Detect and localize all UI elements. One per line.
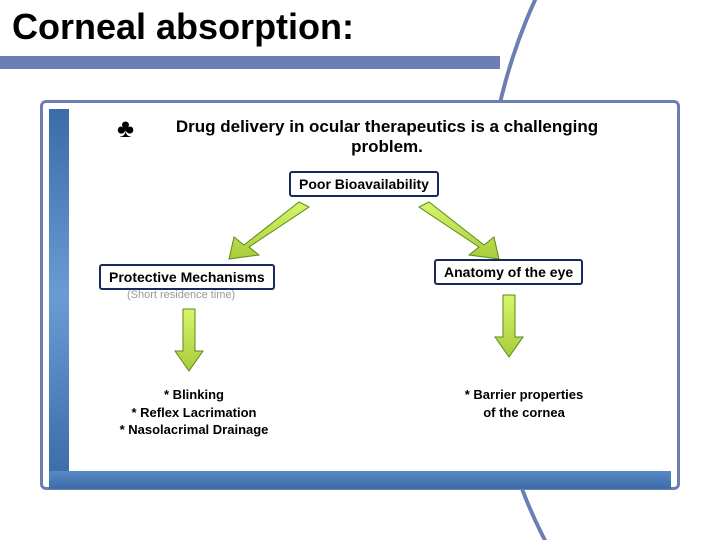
right-node: Anatomy of the eye [434, 259, 583, 285]
left-list: * Blinking * Reflex Lacrimation * Nasola… [99, 386, 289, 439]
right-list: * Barrier properties of the cornea [439, 386, 609, 421]
arrow-right [409, 197, 529, 267]
arrow-down-right [489, 293, 529, 363]
content-frame: ♣ Drug delivery in ocular therapeutics i… [40, 100, 680, 490]
diagram-heading: Drug delivery in ocular therapeutics is … [137, 117, 637, 158]
right-list-item: of the cornea [439, 404, 609, 422]
club-bullet-icon: ♣ [117, 113, 134, 144]
left-node: Protective Mechanisms [99, 264, 275, 290]
root-node: Poor Bioavailability [289, 171, 439, 197]
heading-line1: Drug delivery in ocular therapeutics is … [176, 117, 598, 136]
left-list-item: * Reflex Lacrimation [99, 404, 289, 422]
header-rule-thick [0, 56, 500, 66]
slide-title: Corneal absorption: [12, 6, 354, 48]
left-subtext: (Short residence time) [127, 289, 235, 301]
blue-strip-bottom [49, 471, 671, 489]
heading-line2: problem. [351, 137, 423, 156]
blue-strip-left [49, 109, 69, 481]
arrow-left [199, 197, 319, 267]
header-rule-thin [0, 66, 500, 69]
diagram-area: ♣ Drug delivery in ocular therapeutics i… [69, 109, 671, 463]
left-list-item: * Nasolacrimal Drainage [99, 421, 289, 439]
slide-header: Corneal absorption: [0, 0, 720, 78]
right-list-item: * Barrier properties [439, 386, 609, 404]
left-list-item: * Blinking [99, 386, 289, 404]
arrow-down-left [169, 307, 209, 377]
content-inner: ♣ Drug delivery in ocular therapeutics i… [49, 109, 671, 481]
